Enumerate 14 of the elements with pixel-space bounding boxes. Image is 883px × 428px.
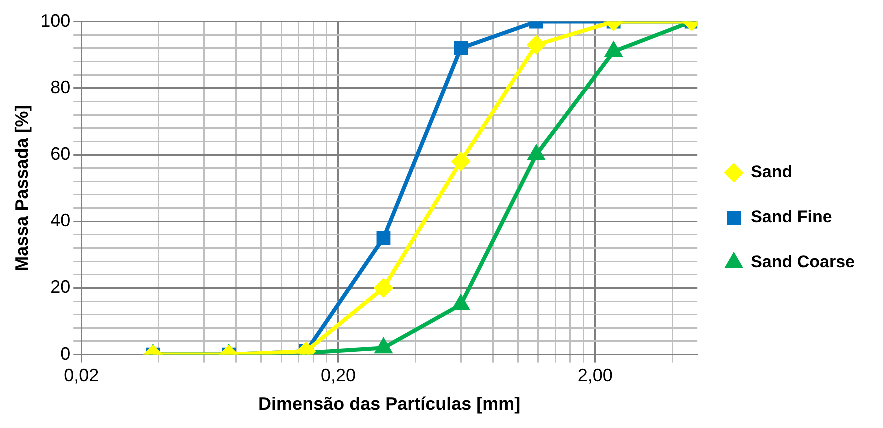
x-tick-label: 0,02 <box>64 366 100 386</box>
y-tick-label: 100 <box>40 10 71 31</box>
y-tick-label: 60 <box>50 144 71 164</box>
x-tick-label: 0,20 <box>320 366 356 386</box>
y-tick-label: 0 <box>60 344 71 364</box>
x-axis-title: Dimensão das Partículas [mm] <box>258 394 521 414</box>
legend-label: Sand Fine <box>751 208 832 227</box>
x-tick-label: 2,00 <box>578 366 613 386</box>
y-tick-label: 40 <box>50 210 71 231</box>
legend-label: Sand <box>751 162 793 182</box>
legend-label: Sand Coarse <box>751 252 856 272</box>
y-tick-label: 20 <box>50 277 71 298</box>
y-axis-title: Massa Passada [%] <box>12 105 32 272</box>
y-tick-label: 80 <box>50 77 71 98</box>
